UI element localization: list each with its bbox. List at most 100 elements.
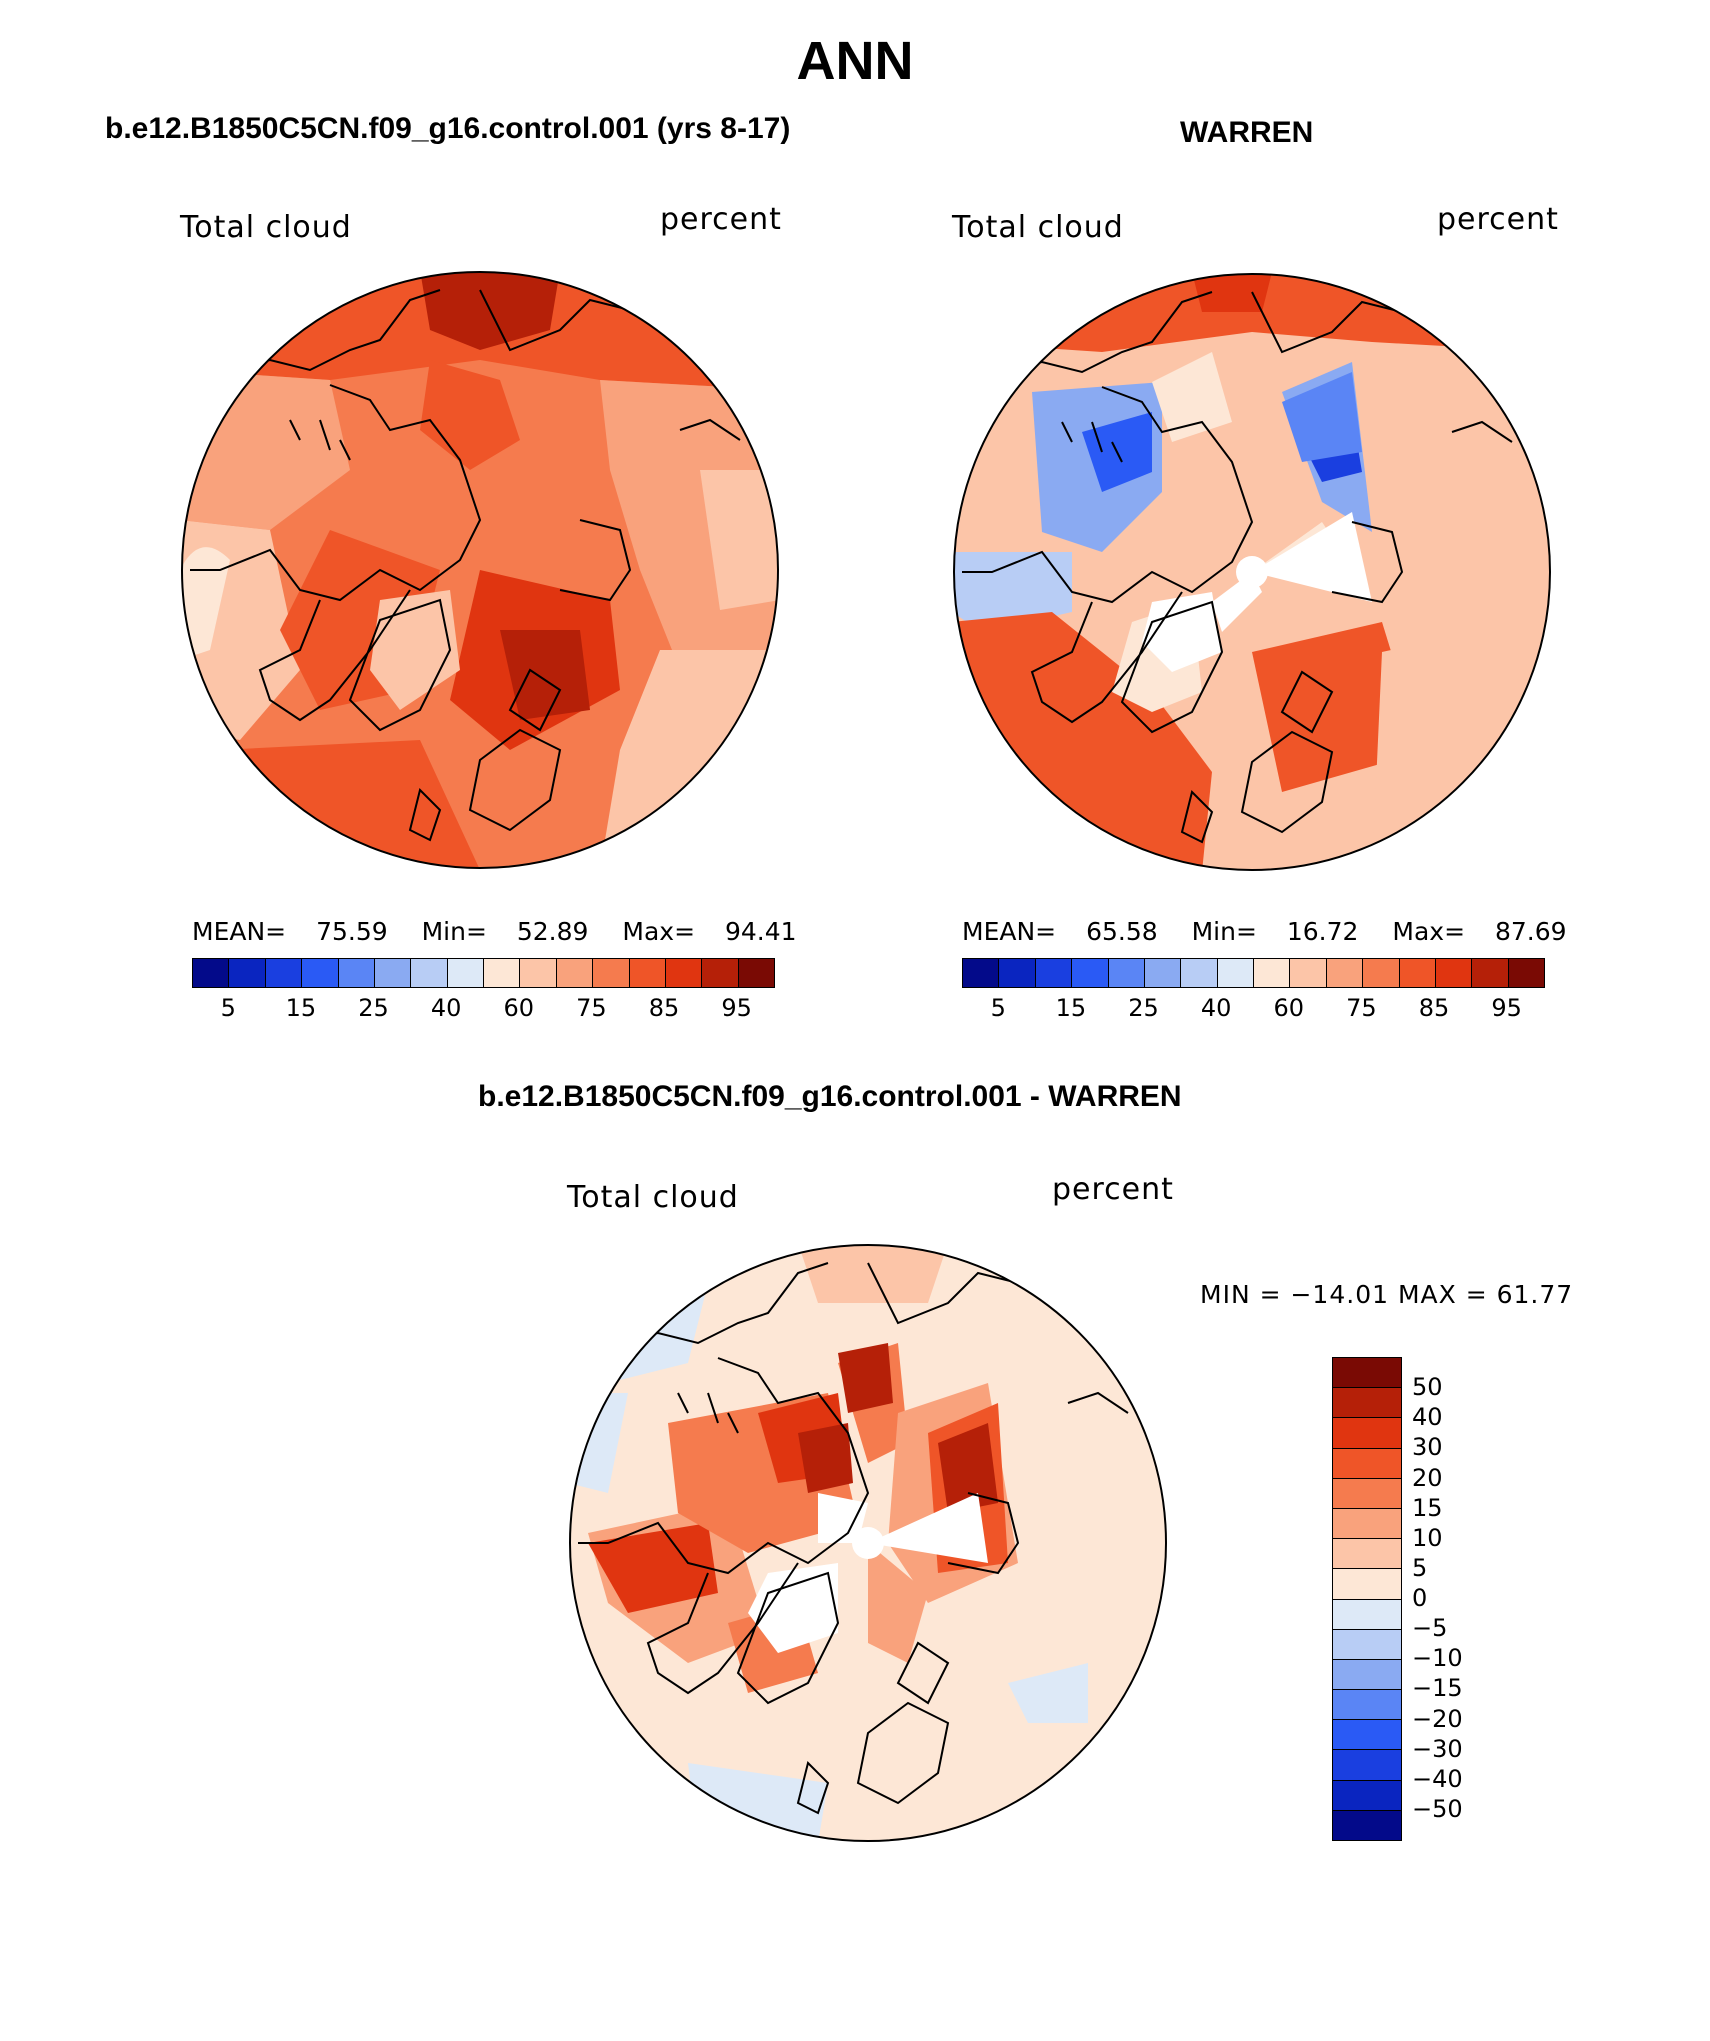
colorbar-swatch [1333, 1810, 1401, 1840]
colorbar-tick-label: 15 [1412, 1493, 1443, 1522]
colorbar-swatch [629, 959, 666, 987]
colorbar-tick-label: 15 [285, 994, 317, 1022]
colorbar-swatch [1144, 959, 1182, 987]
colorbar-swatch [1399, 959, 1436, 987]
obs-stats: MEAN= 65.58 Min= 16.72 Max= 87.69 [962, 917, 1567, 946]
obs-min-label: Min= [1191, 917, 1257, 946]
model-min-value: 52.89 [516, 917, 589, 946]
colorbar-swatch [738, 959, 774, 987]
model-mean-value: 75.59 [316, 917, 388, 946]
colorbar-swatch [1072, 959, 1109, 987]
colorbar-tick-label: 30 [1412, 1433, 1443, 1462]
colorbar-tick-label: 25 [1128, 994, 1159, 1022]
colorbar-tick-label: −5 [1412, 1614, 1448, 1643]
colorbar-swatch [1333, 1358, 1401, 1389]
colorbar-swatch [302, 959, 339, 987]
diff-polar-map [569, 1244, 1167, 1842]
colorbar-swatch [1333, 1448, 1401, 1479]
colorbar-swatch [1435, 959, 1473, 987]
obs-max-value: 87.69 [1495, 917, 1567, 946]
model-max-value: 94.41 [725, 917, 797, 946]
colorbar-swatch [411, 959, 448, 987]
colorbar-swatch [265, 959, 303, 987]
colorbar-swatch [1254, 959, 1291, 987]
colorbar-tick-label: −20 [1412, 1704, 1463, 1733]
colorbar-swatch [1217, 959, 1254, 987]
colorbar-tick-label: 40 [1200, 994, 1232, 1022]
model-max-label: Max= [622, 917, 696, 946]
colorbar-tick-label: −40 [1412, 1764, 1463, 1793]
colorbar-tick-label: 50 [1412, 1373, 1443, 1402]
diff-colorbar-ticks: 50 40 30 20 15 10 5 0 −5 −10 −15 −20 −30 −40 −50 [1412, 1357, 1532, 1839]
colorbar-swatch [374, 959, 412, 987]
obs-variable-label: Total cloud [952, 210, 1124, 245]
colorbar-swatch [1508, 959, 1544, 987]
colorbar-swatch [1333, 1629, 1401, 1660]
colorbar-tick-label: 95 [1491, 994, 1522, 1022]
colorbar-swatch [1108, 959, 1145, 987]
colorbar-swatch [1290, 959, 1327, 987]
model-colorbar [192, 958, 775, 988]
obs-mean-value: 65.58 [1086, 917, 1158, 946]
colorbar-swatch [556, 959, 594, 987]
colorbar-tick-label: 40 [430, 994, 462, 1022]
model-min-label: Min= [421, 917, 487, 946]
model-units-label: percent [660, 202, 782, 237]
colorbar-tick-label: 10 [1412, 1523, 1443, 1552]
colorbar-swatch [1333, 1508, 1401, 1540]
diff-minmax: MIN = −14.01 MAX = 61.77 [1200, 1280, 1574, 1309]
colorbar-tick-label: 75 [576, 994, 607, 1022]
colorbar-swatch [665, 959, 703, 987]
obs-max-label: Max= [1392, 917, 1466, 946]
model-panel-title: b.e12.B1850C5CN.f09_g16.control.001 (yrs… [105, 112, 791, 145]
colorbar-swatch [193, 959, 230, 987]
colorbar-tick-label: −30 [1412, 1734, 1463, 1763]
colorbar-swatch [338, 959, 375, 987]
colorbar-swatch [447, 959, 484, 987]
colorbar-swatch [1333, 1569, 1401, 1600]
obs-colorbar [962, 958, 1545, 988]
colorbar-tick-label: −10 [1412, 1644, 1463, 1673]
colorbar-swatch [484, 959, 521, 987]
colorbar-swatch [1472, 959, 1509, 987]
colorbar-tick-label: 40 [1412, 1403, 1443, 1432]
colorbar-swatch [1333, 1418, 1401, 1449]
colorbar-tick-label: 60 [1273, 994, 1305, 1022]
colorbar-swatch [593, 959, 630, 987]
colorbar-tick-label: 60 [503, 994, 535, 1022]
diff-colorbar [1332, 1357, 1402, 1841]
colorbar-swatch [1333, 1599, 1401, 1630]
colorbar-swatch [702, 959, 739, 987]
colorbar-swatch [1326, 959, 1364, 987]
colorbar-tick-label: 25 [358, 994, 389, 1022]
diff-variable-label: Total cloud [567, 1180, 739, 1215]
model-stats: MEAN= 75.59 Min= 52.89 Max= 94.41 [192, 917, 797, 946]
colorbar-swatch [1035, 959, 1073, 987]
colorbar-tick-label: 0 [1412, 1584, 1428, 1612]
obs-mean-label: MEAN= [962, 917, 1057, 946]
colorbar-swatch [1181, 959, 1218, 987]
colorbar-tick-label: 75 [1346, 994, 1377, 1022]
diff-units-label: percent [1052, 1172, 1174, 1207]
colorbar-tick-label: 85 [1418, 994, 1450, 1022]
model-variable-label: Total cloud [180, 210, 352, 245]
colorbar-swatch [1333, 1750, 1401, 1781]
colorbar-swatch [520, 959, 557, 987]
colorbar-tick-label: 95 [721, 994, 752, 1022]
model-polar-map [181, 271, 779, 869]
colorbar-tick-label: −50 [1412, 1794, 1463, 1823]
colorbar-tick-label: 15 [1055, 994, 1087, 1022]
colorbar-swatch [963, 959, 1000, 987]
colorbar-tick-label: 85 [648, 994, 680, 1022]
obs-units-label: percent [1437, 202, 1559, 237]
obs-polar-map [953, 273, 1551, 871]
obs-colorbar-ticks: 5 15 25 40 60 75 85 95 [962, 994, 1543, 1024]
colorbar-swatch [1333, 1539, 1401, 1570]
colorbar-swatch [1333, 1659, 1401, 1691]
obs-min-value: 16.72 [1286, 917, 1359, 946]
colorbar-tick-label: 5 [220, 994, 236, 1022]
colorbar-tick-label: 5 [990, 994, 1006, 1022]
obs-panel-title: WARREN [1180, 116, 1314, 149]
colorbar-tick-label: −15 [1412, 1674, 1463, 1703]
model-mean-label: MEAN= [192, 917, 287, 946]
